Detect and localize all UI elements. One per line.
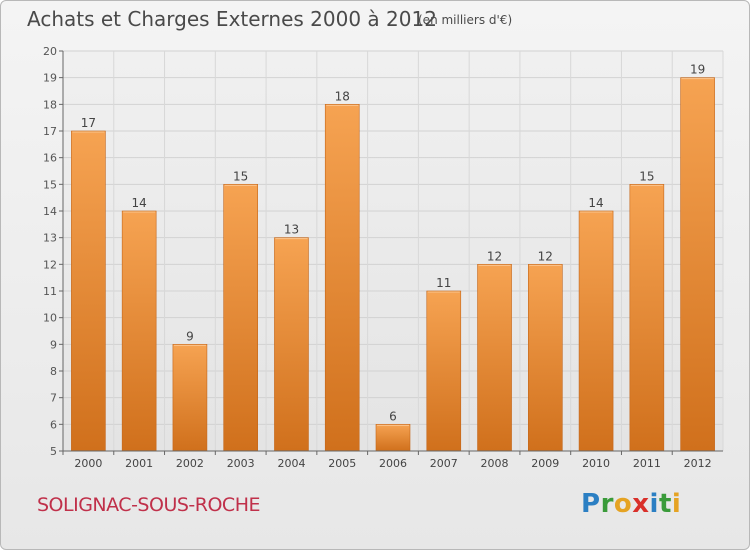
y-tick-label: 8 xyxy=(50,365,57,378)
y-tick-label: 5 xyxy=(50,445,57,458)
brand-letter: P xyxy=(581,489,601,519)
brand-letter: o xyxy=(613,489,633,519)
y-tick-label: 9 xyxy=(50,338,57,351)
y-tick-label: 11 xyxy=(43,285,57,298)
bar xyxy=(629,184,665,452)
bar xyxy=(223,184,258,452)
bar xyxy=(426,290,462,452)
y-tick-label: 13 xyxy=(43,232,57,245)
x-tick-label: 2010 xyxy=(582,457,610,470)
y-tick-label: 6 xyxy=(50,418,57,431)
data-label: 11 xyxy=(436,276,451,290)
x-tick-label: 2003 xyxy=(227,457,255,470)
bar xyxy=(578,210,614,452)
y-tick-label: 10 xyxy=(43,312,57,325)
bar xyxy=(71,130,106,452)
y-tick-label: 7 xyxy=(50,392,57,405)
x-tick-label: 2006 xyxy=(379,457,407,470)
x-tick-label: 2012 xyxy=(684,457,712,470)
y-tick-label: 18 xyxy=(43,98,57,111)
bar xyxy=(477,264,512,452)
plot-area xyxy=(63,51,723,451)
x-tick-label: 2001 xyxy=(125,457,153,470)
bar xyxy=(324,104,360,452)
x-tick-label: 2008 xyxy=(481,457,509,470)
data-label: 14 xyxy=(132,196,147,210)
data-label: 12 xyxy=(487,249,502,263)
x-tick-label: 2009 xyxy=(531,457,559,470)
bar-series: 17 14 9 15 13 18 6 11 12 12 14 15 19 xyxy=(71,63,715,452)
data-label: 19 xyxy=(690,63,705,77)
bar xyxy=(375,424,411,452)
brand-letter: i xyxy=(649,489,659,519)
y-tick-label: 16 xyxy=(43,152,57,165)
brand-letter: i xyxy=(671,489,682,519)
bar xyxy=(528,264,563,452)
axes: 5 6 7 8 9 10 11 12 13 14 15 16 17 18 19 20 2000 2001 2002 2… xyxy=(43,45,723,470)
proxiti-logo: Proxiti xyxy=(581,489,681,519)
data-label: 9 xyxy=(186,329,194,343)
data-label: 14 xyxy=(588,196,603,210)
y-tick-label: 12 xyxy=(43,258,57,271)
x-tick-label: 2007 xyxy=(430,457,458,470)
x-tick-label: 2011 xyxy=(633,457,661,470)
y-tick-label: 20 xyxy=(43,45,57,58)
y-tick-label: 17 xyxy=(43,125,57,138)
chart-subtitle: (en milliers d'€) xyxy=(418,13,513,27)
x-tick-label: 2004 xyxy=(277,457,305,470)
x-tick-label: 2000 xyxy=(74,457,102,470)
chart-title: Achats et Charges Externes 2000 à 2012 xyxy=(27,7,437,31)
data-label: 13 xyxy=(284,223,299,237)
y-tick-label: 15 xyxy=(43,178,57,191)
data-label: 6 xyxy=(389,409,397,423)
brand-letter: t xyxy=(658,489,672,519)
bar xyxy=(274,237,309,452)
data-label: 15 xyxy=(233,169,248,183)
data-label: 18 xyxy=(335,89,350,103)
data-label: 12 xyxy=(538,249,553,263)
brand-letter: x xyxy=(632,489,650,519)
data-label: 15 xyxy=(639,169,654,183)
bar xyxy=(680,77,715,452)
y-tick-label: 14 xyxy=(43,205,57,218)
bar xyxy=(121,210,157,452)
bar xyxy=(172,344,208,452)
commune-name: SOLIGNAC-SOUS-ROCHE xyxy=(37,494,260,516)
brand-letter: r xyxy=(600,489,614,519)
data-label: 17 xyxy=(81,116,96,130)
x-tick-label: 2005 xyxy=(328,457,356,470)
x-tick-label: 2002 xyxy=(176,457,204,470)
y-tick-label: 19 xyxy=(43,72,57,85)
